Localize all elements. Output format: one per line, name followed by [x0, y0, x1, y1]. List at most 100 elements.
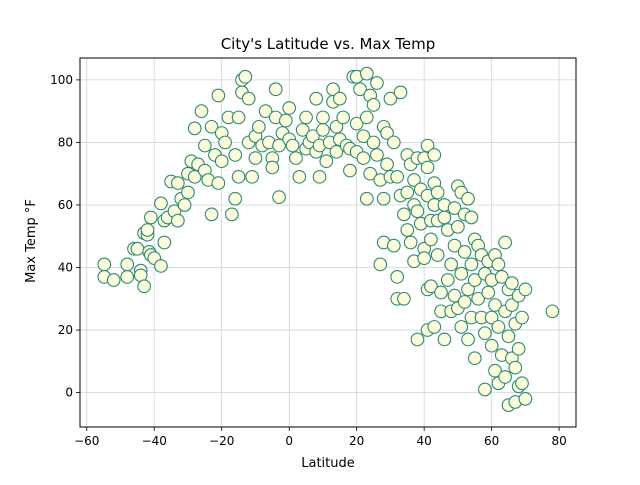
data-point: [454, 320, 469, 334]
data-point: [508, 360, 523, 375]
data-point: [177, 198, 192, 212]
data-point: [380, 126, 394, 140]
x-tick-label: −60: [74, 434, 99, 448]
data-point: [451, 220, 465, 234]
data-point: [437, 210, 452, 225]
data-point: [484, 310, 499, 325]
data-point: [140, 223, 155, 237]
data-point: [488, 363, 502, 378]
y-tick-label: 60: [58, 198, 73, 212]
y-axis-label: Max Temp °F: [24, 199, 39, 283]
data-point: [467, 351, 482, 366]
x-tick-label: −20: [209, 434, 234, 448]
data-point: [258, 104, 273, 119]
x-tick-label: 20: [349, 434, 364, 448]
data-point: [316, 123, 330, 137]
data-point: [366, 98, 381, 112]
data-point: [309, 91, 324, 106]
data-point: [464, 210, 479, 225]
data-point: [383, 91, 398, 106]
data-point: [478, 326, 492, 341]
data-point: [343, 163, 357, 178]
data-point: [268, 82, 283, 97]
data-point: [390, 270, 405, 284]
data-point: [467, 273, 482, 287]
data-point: [481, 285, 496, 300]
data-point: [359, 110, 374, 125]
data-point: [194, 104, 209, 119]
data-point: [410, 332, 425, 347]
data-point: [292, 169, 307, 184]
x-tick-label: 60: [484, 434, 499, 448]
data-point: [332, 91, 347, 106]
data-point: [498, 370, 512, 384]
data-point: [181, 185, 195, 200]
data-point: [461, 332, 475, 347]
x-axis-label: Latitude: [301, 456, 355, 471]
data-point: [397, 291, 411, 306]
data-point: [356, 129, 371, 144]
data-point: [447, 238, 462, 253]
data-point: [471, 291, 485, 306]
data-point: [154, 196, 168, 211]
y-tick-label: 40: [58, 261, 73, 275]
data-point: [265, 160, 280, 175]
data-point: [187, 121, 202, 136]
y-tick-label: 20: [58, 323, 73, 337]
data-point: [359, 66, 374, 81]
data-point: [400, 223, 415, 237]
data-point: [417, 251, 432, 265]
data-point: [228, 191, 243, 206]
data-point: [356, 151, 371, 165]
x-tick-label: 80: [551, 434, 566, 448]
data-point: [251, 119, 266, 134]
data-point: [518, 392, 533, 406]
data-point: [478, 382, 492, 397]
data-point: [386, 135, 401, 150]
data-point: [272, 190, 286, 205]
data-point: [248, 151, 263, 165]
data-point: [349, 116, 364, 131]
data-point: [373, 257, 388, 272]
data-point: [120, 257, 135, 272]
data-point: [282, 101, 297, 115]
axes-frame: [79, 57, 577, 428]
data-point: [515, 376, 529, 391]
data-point: [241, 91, 256, 106]
data-point: [319, 154, 334, 169]
data-point: [285, 138, 300, 153]
data-point: [447, 288, 462, 303]
data-point: [420, 160, 435, 175]
y-tick-label: 80: [58, 135, 73, 149]
data-point: [461, 282, 475, 297]
data-point: [380, 157, 394, 172]
data-point: [295, 123, 310, 137]
data-point: [501, 329, 516, 344]
data-points: [97, 66, 560, 412]
data-point: [363, 166, 378, 181]
data-point: [427, 148, 442, 162]
data-point: [224, 207, 239, 222]
data-point: [430, 248, 445, 262]
y-tick-label: 0: [65, 386, 73, 400]
data-point: [106, 273, 121, 287]
data-point: [299, 110, 313, 125]
data-point: [329, 144, 344, 159]
data-point: [407, 173, 421, 187]
data-point: [326, 82, 340, 97]
data-point: [447, 201, 462, 215]
data-point: [336, 110, 351, 125]
x-tick-label: 0: [285, 434, 293, 448]
data-point: [498, 235, 512, 250]
data-point: [511, 341, 526, 356]
data-point: [484, 338, 499, 353]
data-point: [397, 207, 411, 222]
data-point: [464, 257, 479, 272]
data-point: [171, 213, 185, 228]
data-point: [187, 169, 202, 184]
data-point: [289, 151, 303, 165]
data-point: [97, 257, 112, 272]
data-point: [393, 85, 408, 100]
